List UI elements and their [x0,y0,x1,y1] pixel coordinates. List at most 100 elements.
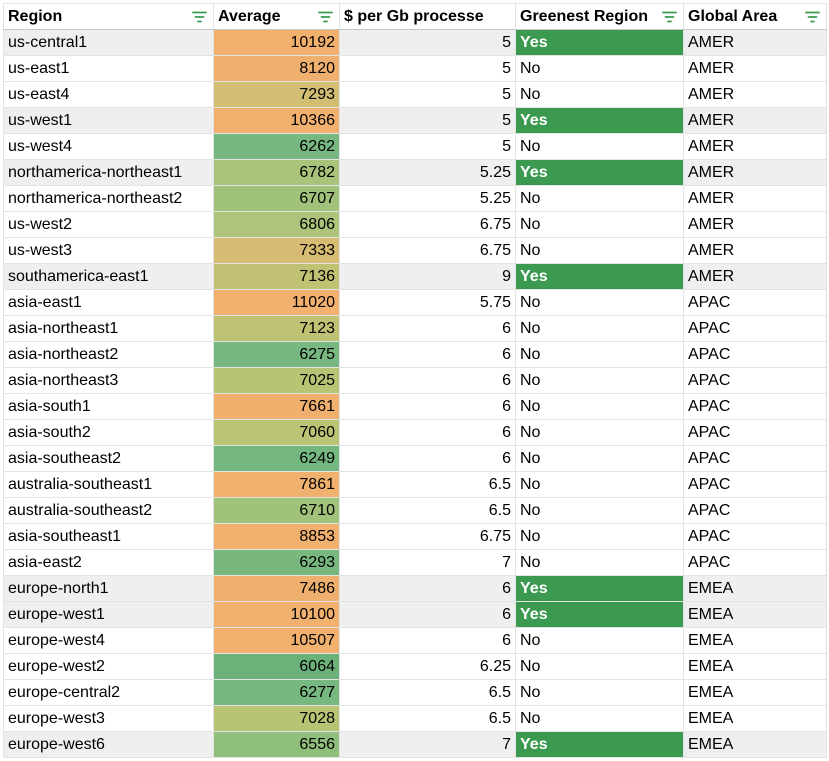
average-cell[interactable]: 6707 [213,185,340,212]
header-cost[interactable]: $ per Gb processe [339,3,516,30]
region-cell[interactable]: asia-southeast2 [3,445,214,472]
area-cell[interactable]: AMER [683,29,827,56]
greenest-cell[interactable]: No [515,211,684,238]
cost-cell[interactable]: 6.25 [339,653,516,680]
cost-cell[interactable]: 5 [339,55,516,82]
greenest-cell[interactable]: Yes [515,159,684,186]
greenest-cell[interactable]: No [515,549,684,576]
greenest-cell[interactable]: No [515,185,684,212]
area-cell[interactable]: AMER [683,55,827,82]
cost-cell[interactable]: 5 [339,81,516,108]
greenest-cell[interactable]: No [515,419,684,446]
cost-cell[interactable]: 6.75 [339,211,516,238]
average-cell[interactable]: 8853 [213,523,340,550]
region-cell[interactable]: australia-southeast2 [3,497,214,524]
area-cell[interactable]: APAC [683,497,827,524]
greenest-cell[interactable]: No [515,289,684,316]
area-cell[interactable]: AMER [683,81,827,108]
cost-cell[interactable]: 6.5 [339,471,516,498]
cost-cell[interactable]: 6 [339,445,516,472]
region-cell[interactable]: asia-northeast3 [3,367,214,394]
region-cell[interactable]: us-central1 [3,29,214,56]
greenest-cell[interactable]: Yes [515,575,684,602]
greenest-cell[interactable]: No [515,653,684,680]
average-cell[interactable]: 6275 [213,341,340,368]
average-cell[interactable]: 7028 [213,705,340,732]
header-average[interactable]: Average [213,3,340,30]
average-cell[interactable]: 6806 [213,211,340,238]
greenest-cell[interactable]: No [515,133,684,160]
cost-cell[interactable]: 6.75 [339,237,516,264]
greenest-cell[interactable]: No [515,393,684,420]
region-cell[interactable]: europe-west3 [3,705,214,732]
cost-cell[interactable]: 6 [339,575,516,602]
greenest-cell[interactable]: Yes [515,601,684,628]
average-cell[interactable]: 10366 [213,107,340,134]
region-cell[interactable]: europe-west4 [3,627,214,654]
region-cell[interactable]: europe-central2 [3,679,214,706]
area-cell[interactable]: EMEA [683,705,827,732]
average-cell[interactable]: 7025 [213,367,340,394]
area-cell[interactable]: EMEA [683,627,827,654]
region-cell[interactable]: asia-east2 [3,549,214,576]
greenest-cell[interactable]: No [515,679,684,706]
greenest-cell[interactable]: No [515,445,684,472]
area-cell[interactable]: APAC [683,523,827,550]
cost-cell[interactable]: 6 [339,393,516,420]
area-cell[interactable]: APAC [683,367,827,394]
greenest-cell[interactable]: No [515,627,684,654]
cost-cell[interactable]: 7 [339,731,516,758]
region-cell[interactable]: asia-south1 [3,393,214,420]
filter-icon[interactable] [192,11,207,23]
average-cell[interactable]: 6556 [213,731,340,758]
cost-cell[interactable]: 5 [339,133,516,160]
area-cell[interactable]: APAC [683,341,827,368]
average-cell[interactable]: 7060 [213,419,340,446]
greenest-cell[interactable]: No [515,81,684,108]
header-area[interactable]: Global Area [683,3,827,30]
region-cell[interactable]: us-east1 [3,55,214,82]
average-cell[interactable]: 7136 [213,263,340,290]
cost-cell[interactable]: 5 [339,107,516,134]
greenest-cell[interactable]: Yes [515,107,684,134]
area-cell[interactable]: APAC [683,419,827,446]
area-cell[interactable]: AMER [683,159,827,186]
cost-cell[interactable]: 9 [339,263,516,290]
area-cell[interactable]: AMER [683,107,827,134]
cost-cell[interactable]: 5.25 [339,159,516,186]
cost-cell[interactable]: 6.5 [339,705,516,732]
area-cell[interactable]: AMER [683,185,827,212]
area-cell[interactable]: EMEA [683,601,827,628]
cost-cell[interactable]: 6 [339,341,516,368]
region-cell[interactable]: europe-west1 [3,601,214,628]
cost-cell[interactable]: 6 [339,601,516,628]
greenest-cell[interactable]: Yes [515,263,684,290]
area-cell[interactable]: APAC [683,549,827,576]
greenest-cell[interactable]: No [515,367,684,394]
average-cell[interactable]: 6249 [213,445,340,472]
area-cell[interactable]: EMEA [683,731,827,758]
area-cell[interactable]: EMEA [683,653,827,680]
area-cell[interactable]: APAC [683,289,827,316]
region-cell[interactable]: us-west4 [3,133,214,160]
greenest-cell[interactable]: No [515,705,684,732]
average-cell[interactable]: 7861 [213,471,340,498]
greenest-cell[interactable]: No [515,237,684,264]
cost-cell[interactable]: 6.5 [339,679,516,706]
region-cell[interactable]: asia-northeast2 [3,341,214,368]
average-cell[interactable]: 7123 [213,315,340,342]
region-cell[interactable]: northamerica-northeast1 [3,159,214,186]
cost-cell[interactable]: 6 [339,367,516,394]
region-cell[interactable]: australia-southeast1 [3,471,214,498]
region-cell[interactable]: southamerica-east1 [3,263,214,290]
cost-cell[interactable]: 6 [339,627,516,654]
cost-cell[interactable]: 5.25 [339,185,516,212]
average-cell[interactable]: 7333 [213,237,340,264]
cost-cell[interactable]: 6 [339,419,516,446]
greenest-cell[interactable]: No [515,497,684,524]
greenest-cell[interactable]: No [515,341,684,368]
area-cell[interactable]: EMEA [683,575,827,602]
area-cell[interactable]: EMEA [683,679,827,706]
average-cell[interactable]: 7486 [213,575,340,602]
average-cell[interactable]: 8120 [213,55,340,82]
